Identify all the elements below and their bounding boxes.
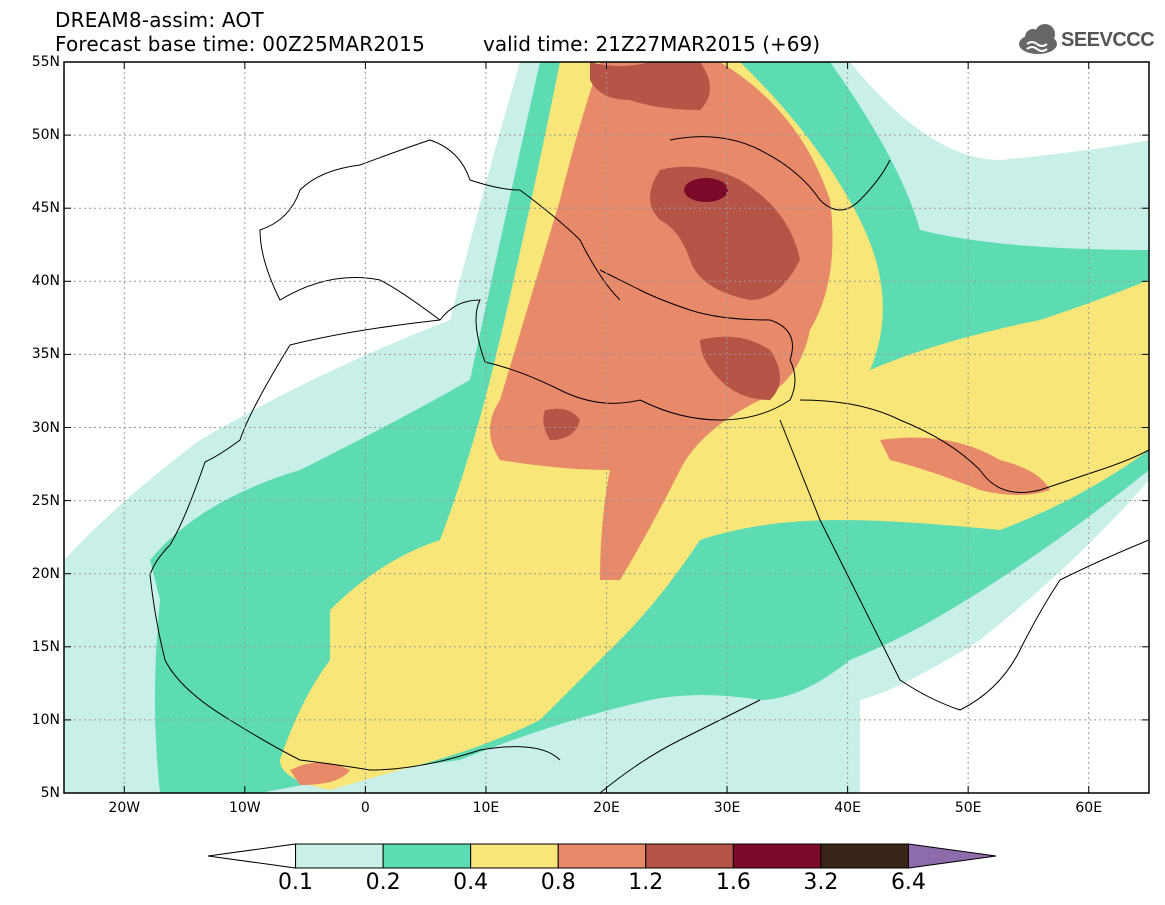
aot-level-1.2-levant xyxy=(700,336,780,400)
colorbar-min-triangle xyxy=(207,843,297,869)
colorbar-level-label: 0.1 xyxy=(278,870,314,895)
colorbar-level-label: 1.2 xyxy=(628,870,664,895)
colorbar-level-label: 1.6 xyxy=(715,870,751,895)
lat-tick-label: 25N xyxy=(31,492,60,509)
valid-time: valid time: 21Z27MAR2015 (+69) xyxy=(483,32,821,56)
forecast-base-time: Forecast base time: 00Z25MAR2015 xyxy=(55,32,426,56)
aot-level-0.8-gulf xyxy=(880,437,1050,495)
colorbar-level-label: 3.2 xyxy=(803,870,839,895)
lon-tick-label: 10W xyxy=(228,800,261,816)
colorbar-swatch xyxy=(732,843,822,869)
lat-tick-label: 45N xyxy=(31,200,60,217)
colorbar-swatch xyxy=(557,843,647,869)
lon-tick-label: 20E xyxy=(593,800,620,816)
colorbar-level-label: 0.8 xyxy=(540,870,576,895)
lon-tick-label: 40E xyxy=(834,800,861,816)
colorbar-swatch xyxy=(470,843,559,869)
coastlines xyxy=(149,136,1149,793)
colorbar-max-triangle xyxy=(907,843,997,869)
colorbar-swatch xyxy=(382,843,472,869)
lon-tick-label: 0 xyxy=(360,800,370,816)
lat-tick-label: 35N xyxy=(31,346,60,363)
lon-tick-label: 10E xyxy=(472,800,500,816)
lat-tick-label: 55N xyxy=(31,54,60,70)
lon-tick-label: 50E xyxy=(954,800,982,816)
logo-text: SEEVCCC xyxy=(1061,29,1155,51)
colorbar-swatch xyxy=(820,843,909,869)
colorbar-level-label: 0.4 xyxy=(453,870,489,895)
lon-tick-label: 20W xyxy=(108,800,141,816)
lat-tick-label: 40N xyxy=(31,273,60,290)
colorbar-level-label: 6.4 xyxy=(890,870,926,895)
lat-tick-label: 10N xyxy=(31,711,60,728)
aot-level-1.2-balkans xyxy=(650,166,800,300)
axis-ticks xyxy=(64,61,1149,794)
lat-tick-label: 30N xyxy=(31,419,60,436)
cloud-logo-icon xyxy=(1019,24,1057,54)
lat-tick-label: 20N xyxy=(31,565,60,582)
lat-tick-label: 15N xyxy=(31,638,60,655)
lat-tick-label: 5N xyxy=(40,785,60,801)
aot-level-0.8-guinea xyxy=(290,762,350,785)
lon-tick-label: 30E xyxy=(713,800,741,816)
aot-level-1.2 xyxy=(590,62,710,110)
colorbar-level-label: 0.2 xyxy=(365,870,401,895)
colorbar xyxy=(207,843,997,869)
colorbar-swatch xyxy=(295,843,384,869)
aot-level-1.6 xyxy=(684,178,728,202)
aot-level-1.2-libya xyxy=(543,408,580,440)
colorbar-swatch xyxy=(645,843,734,869)
grid xyxy=(64,62,1149,793)
lat-tick-label: 50N xyxy=(31,127,60,144)
map-title: DREAM8-assim: AOT xyxy=(55,8,264,32)
lon-tick-label: 60E xyxy=(1075,800,1103,816)
